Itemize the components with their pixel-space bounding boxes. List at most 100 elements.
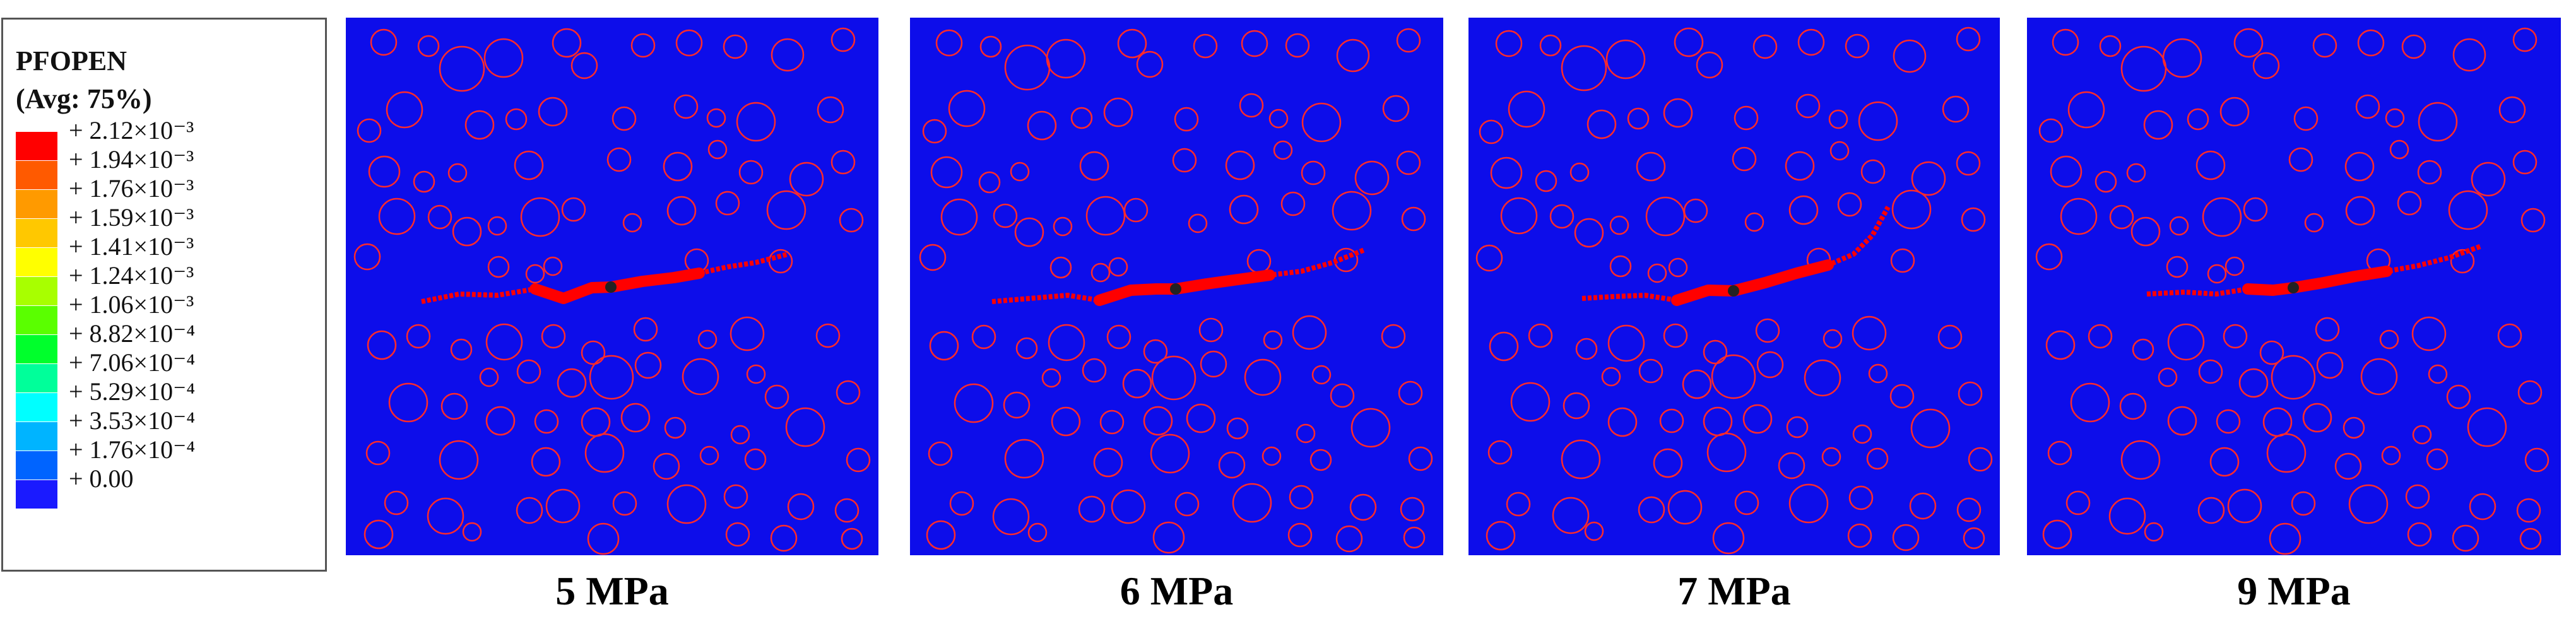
inclusion-circle: [666, 196, 697, 226]
inclusion-circle: [2216, 409, 2241, 434]
inclusion-circle: [406, 324, 431, 349]
inclusion-circle: [1396, 28, 1421, 53]
legend-level-label: + 1.94×10⁻³: [69, 145, 194, 174]
legend: PFOPEN (Avg: 75%) + 2.12×10⁻³ + 1.94×10⁻³…: [1, 18, 327, 572]
legend-level-label: + 3.53×10⁻⁴: [69, 406, 196, 435]
inclusion-circle: [1280, 191, 1306, 216]
inclusion-circle: [2401, 34, 2426, 59]
inclusion-circle: [2411, 316, 2447, 351]
inclusion-circle: [1732, 146, 1757, 172]
inclusion-circle: [2050, 155, 2083, 188]
inclusion-circle: [447, 163, 468, 183]
inclusion-circle: [1381, 324, 1406, 349]
inclusion-circle: [1292, 315, 1327, 350]
inclusion-circle: [2108, 497, 2146, 535]
inclusion-circle: [2497, 323, 2522, 348]
legend-swatch: [16, 132, 57, 160]
inclusion-circle: [2227, 488, 2262, 524]
inclusion-circle: [1910, 408, 1951, 449]
inclusion-circle: [485, 406, 516, 436]
inclusion-circle: [2397, 191, 2422, 216]
inclusion-circle: [1866, 447, 1889, 470]
inclusion-circle: [2379, 329, 2399, 350]
inclusion-circle: [1287, 522, 1313, 548]
inclusion-circle: [630, 33, 656, 58]
inclusion-circle: [2252, 52, 2280, 79]
legend-swatch: [16, 219, 57, 247]
inclusion-circle: [479, 367, 499, 387]
inclusion-circle: [2065, 490, 2091, 515]
inclusion-circle: [2238, 368, 2269, 398]
inclusion-circle: [2467, 407, 2507, 447]
inclusion-circle: [979, 35, 1002, 58]
legend-level-label: + 8.82×10⁻⁴: [69, 319, 196, 348]
inclusion-circle: [1961, 207, 1986, 232]
inclusion-circle: [2167, 406, 2197, 436]
inclusion-circle: [1330, 383, 1355, 408]
inclusion-circle: [1667, 490, 1703, 525]
inclusion-circle: [1663, 98, 1693, 128]
inclusion-circle: [2038, 118, 2064, 143]
inclusion-circle: [2417, 160, 2442, 185]
inclusion-circle: [1638, 496, 1665, 524]
inclusion-circle: [1909, 492, 1937, 520]
inclusions: [1475, 26, 1993, 555]
inclusion-circle: [1004, 439, 1044, 479]
inclusion-circle: [1398, 380, 1423, 406]
legend-level-label: + 2.12×10⁻³: [69, 116, 194, 144]
inclusion-circle: [1788, 483, 1829, 524]
inclusion-circle: [487, 216, 507, 236]
panel-9mpa-plot: [2035, 27, 2549, 555]
inclusion-circle: [1082, 358, 1107, 383]
inclusion-circle: [1193, 33, 1218, 59]
inclusion-circle: [830, 150, 856, 175]
inclusion-circle: [2144, 522, 2164, 542]
inclusion-circle: [1041, 368, 1061, 388]
inclusion-circle: [2385, 108, 2405, 128]
inclusion-circle: [2233, 28, 2264, 58]
inclusion-circle: [485, 323, 523, 361]
legend-swatch: [16, 306, 57, 334]
inclusion-circle: [2357, 29, 2385, 57]
inclusion-circle: [1663, 323, 1688, 348]
inclusion-circle: [365, 440, 391, 466]
inclusion-circle: [1475, 244, 1503, 272]
inclusion-circle: [1508, 90, 1545, 128]
inclusion-circle: [2498, 96, 2526, 124]
inclusion-circle: [846, 447, 871, 473]
legend-level-label: + 0.00: [69, 464, 134, 493]
legend-swatch: [16, 248, 57, 276]
inclusion-circle: [1400, 497, 1425, 522]
inclusion-circle: [2519, 527, 2542, 550]
inclusion-circle: [384, 490, 409, 515]
inclusion-circle: [2197, 497, 2225, 524]
inclusion-circle: [1198, 317, 1224, 343]
inclusion-circle: [2355, 94, 2380, 119]
inclusion-circle: [2042, 519, 2072, 550]
inclusion-circle: [1703, 339, 1728, 365]
inclusion-circle: [1828, 109, 1848, 129]
inclusion-circle: [1046, 38, 1086, 79]
inclusion-circle: [545, 488, 581, 524]
inclusion-circle: [534, 409, 559, 434]
inclusion-circle: [1289, 485, 1314, 510]
inclusion-circle: [1627, 107, 1650, 130]
injection-point: [605, 281, 617, 293]
inclusion-circle: [1500, 197, 1538, 235]
inclusion-circle: [2312, 33, 2337, 58]
inclusion-circle: [675, 29, 703, 57]
inclusion-circle: [370, 28, 398, 56]
inclusion-circle: [1490, 156, 1523, 189]
inclusion-circle: [2418, 102, 2458, 142]
inclusion-circle: [1601, 367, 1621, 387]
inclusion-circle: [2120, 440, 2161, 480]
inclusion-circle: [1336, 38, 1370, 73]
inclusion-circle: [1241, 30, 1268, 57]
inclusion-circle: [1734, 105, 1759, 131]
inclusion-circle: [1744, 212, 1764, 232]
inclusion-circle: [612, 106, 637, 131]
inclusion-circle: [1528, 323, 1553, 348]
inclusion-circle: [1051, 406, 1081, 437]
injection-point: [1170, 283, 1181, 295]
inclusion-circle: [1968, 447, 1993, 472]
